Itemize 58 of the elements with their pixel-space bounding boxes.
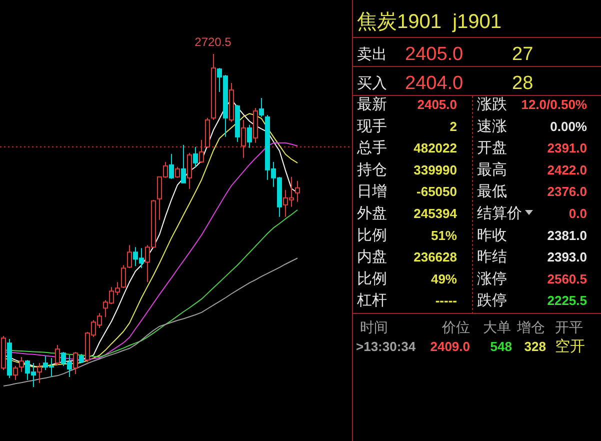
- text: 结算价: [477, 205, 522, 222]
- text: 51%: [430, 228, 458, 243]
- text: 开平: [555, 319, 583, 335]
- text: 0.0: [568, 206, 587, 221]
- text: 杠杆: [356, 292, 387, 310]
- text: 236628: [414, 250, 457, 265]
- text: 2422.0: [547, 162, 587, 178]
- text: 2225.5: [547, 293, 587, 308]
- text: 昨收: [477, 226, 507, 244]
- text: 总手: [356, 140, 387, 157]
- text: 2393.0: [547, 250, 587, 265]
- text: 外盘: [357, 205, 387, 222]
- text: 昨结: [477, 248, 507, 266]
- text: 548: [490, 339, 512, 354]
- text: 时间: [360, 319, 388, 335]
- text: 开盘: [477, 140, 507, 157]
- text: 27: [512, 44, 534, 65]
- text: 2404.0: [405, 73, 464, 94]
- text: 339990: [414, 162, 457, 178]
- text: 49%: [430, 271, 458, 286]
- text: 2376.0: [547, 184, 587, 200]
- text: 比例: [357, 270, 387, 288]
- text: >13:30:34: [356, 339, 416, 354]
- text: 2560.5: [547, 271, 587, 286]
- text: 2381.0: [547, 228, 587, 243]
- text: 328: [524, 339, 546, 354]
- text: 空开: [555, 338, 585, 355]
- text: 涨停: [477, 270, 507, 288]
- text: 2391.0: [547, 140, 587, 156]
- text: 12.0/0.50%: [521, 97, 588, 112]
- text: 2405.0: [417, 97, 457, 112]
- text: 比例: [357, 226, 387, 244]
- text: 2405.0: [405, 44, 464, 65]
- text: 0.00%: [550, 118, 588, 134]
- text: 482022: [414, 140, 457, 156]
- text: 价位: [441, 319, 470, 335]
- text: 速涨: [477, 118, 507, 135]
- text: -65050: [416, 184, 457, 200]
- text: 持仓: [357, 161, 387, 178]
- text: 245394: [414, 206, 458, 221]
- text: 28: [512, 73, 534, 94]
- text: 买入: [357, 75, 387, 92]
- text: 大单: [483, 319, 511, 335]
- text: 卖出: [357, 46, 387, 63]
- text: 最低: [477, 183, 507, 200]
- text: 涨跌: [477, 96, 507, 113]
- text: 增仓: [516, 319, 545, 335]
- text: 内盘: [357, 248, 387, 266]
- text: 最高: [477, 161, 507, 178]
- text: -----: [435, 293, 457, 308]
- text: 焦炭1901 j1901: [357, 11, 502, 33]
- text: 最新: [357, 96, 387, 113]
- text: 日增: [357, 183, 387, 200]
- text: 现手: [357, 118, 387, 135]
- annotation: 2720.5: [194, 35, 232, 49]
- text: 跌停: [477, 292, 507, 310]
- text: 2409.0: [430, 339, 470, 354]
- text: 2: [450, 118, 457, 134]
